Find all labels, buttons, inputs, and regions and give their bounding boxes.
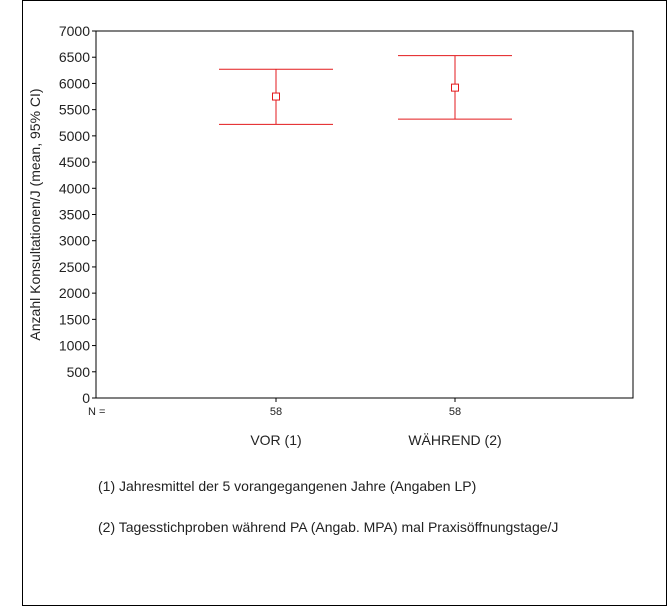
footnote-2: (2) Tagesstichproben während PA (Angab. … bbox=[98, 519, 559, 535]
y-tick-label: 2500 bbox=[59, 259, 90, 275]
y-tick-label: 1000 bbox=[59, 338, 90, 354]
mean-marker bbox=[272, 92, 280, 101]
y-tick-label: 5000 bbox=[59, 128, 90, 144]
y-tick-label: 0 bbox=[82, 390, 90, 406]
y-tick-label: 2000 bbox=[59, 285, 90, 301]
y-tick-label: 3000 bbox=[59, 233, 90, 249]
y-axis-title: Anzahl Konsultationen/J (mean, 95% CI) bbox=[27, 88, 43, 340]
y-tick-label: 4500 bbox=[59, 154, 90, 170]
y-tick-label: 6000 bbox=[59, 75, 90, 91]
y-tick-label: 4000 bbox=[59, 180, 90, 196]
y-tick-label: 500 bbox=[67, 364, 91, 380]
footnote-1: (1) Jahresmittel der 5 vorangegangenen J… bbox=[98, 478, 477, 494]
figure-frame bbox=[22, 0, 667, 606]
y-tick-label: 7000 bbox=[59, 23, 90, 39]
y-tick-label: 1500 bbox=[59, 311, 90, 327]
category-label: WÄHREND (2) bbox=[408, 432, 501, 448]
plot-area bbox=[95, 30, 634, 399]
n-value: 58 bbox=[270, 406, 282, 418]
mean-marker bbox=[451, 83, 459, 92]
y-tick-label: 3500 bbox=[59, 207, 90, 223]
y-tick-label: 5500 bbox=[59, 102, 90, 118]
category-label: VOR (1) bbox=[250, 432, 301, 448]
y-tick-label: 6500 bbox=[59, 49, 90, 65]
n-label: N = bbox=[88, 406, 105, 418]
n-value: 58 bbox=[449, 406, 461, 418]
